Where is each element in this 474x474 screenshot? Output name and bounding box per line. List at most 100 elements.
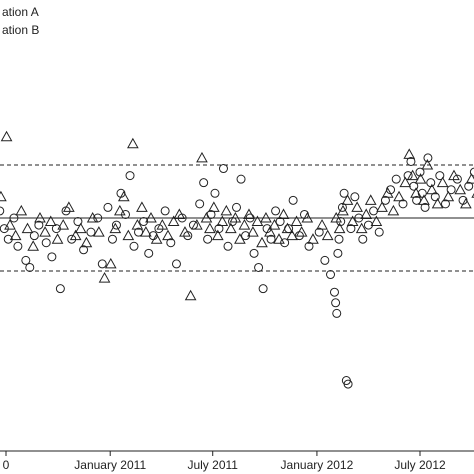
point-circle [29, 231, 39, 241]
point-circle [103, 202, 113, 212]
point-circle [134, 227, 144, 237]
point-triangle [316, 219, 328, 230]
point-circle [334, 234, 344, 244]
point-triangle [69, 229, 82, 241]
point-circle [314, 227, 324, 237]
point-circle [406, 156, 416, 166]
point-triangle [399, 176, 412, 188]
point-triangle [167, 215, 180, 227]
point-triangle [301, 211, 314, 223]
point-triangle [34, 211, 46, 223]
point-triangle [393, 190, 405, 202]
point-circle [210, 188, 220, 198]
point-triangle [321, 229, 334, 241]
point-circle [271, 206, 281, 216]
point-circle [320, 255, 330, 265]
point-circle [329, 287, 339, 297]
point-circle [144, 248, 154, 258]
point-circle [391, 174, 401, 184]
point-circle [435, 171, 445, 181]
point-triangle [431, 197, 444, 209]
point-triangle [418, 194, 430, 205]
point-triangle [21, 222, 34, 234]
point-circle [9, 213, 19, 223]
point-triangle [403, 148, 416, 159]
point-triangle [9, 229, 22, 241]
point-circle [358, 234, 368, 244]
point-triangle [376, 201, 388, 212]
point-circle [275, 217, 285, 227]
point-circle [440, 199, 450, 209]
point-triangle [113, 204, 126, 216]
point-circle [254, 262, 264, 272]
point-circle [232, 202, 242, 212]
point-triangle [436, 176, 449, 188]
point-circle [55, 284, 65, 294]
point-triangle [330, 211, 343, 223]
point-triangle [86, 211, 99, 223]
point-triangle [273, 233, 285, 244]
x-tick-label: January 2011 [74, 458, 146, 472]
point-circle [464, 181, 474, 191]
point-triangle [57, 219, 70, 230]
point-triangle [243, 208, 255, 219]
point-circle [73, 217, 83, 227]
x-tick-label: July 2011 [187, 458, 238, 472]
point-triangle [191, 219, 203, 230]
point-triangle [220, 204, 233, 216]
point-triangle [370, 215, 383, 227]
point-triangle [173, 208, 186, 219]
point-triangle [351, 201, 363, 212]
point-triangle [387, 204, 400, 216]
point-circle [195, 199, 205, 209]
point-circle [446, 185, 456, 195]
point-circle [166, 238, 176, 248]
point-triangle [256, 236, 268, 248]
point-circle [417, 188, 427, 198]
point-circle [34, 220, 44, 230]
point-circle [41, 238, 51, 248]
point-triangle [264, 226, 276, 237]
point-circle [0, 206, 5, 216]
point-triangle [337, 204, 349, 216]
point-circle [343, 379, 353, 389]
series-triangles [0, 130, 474, 301]
point-circle [21, 255, 31, 265]
point-triangle [281, 222, 294, 234]
point-circle [412, 195, 422, 205]
point-triangle [117, 190, 130, 202]
point-circle [129, 241, 139, 251]
point-circle [13, 241, 23, 251]
point-triangle [410, 187, 422, 198]
point-triangle [179, 226, 191, 237]
point-triangle [136, 201, 148, 212]
point-triangle [251, 215, 264, 227]
point-triangle [268, 219, 281, 230]
point-circle [369, 206, 379, 216]
point-triangle [355, 222, 368, 234]
point-triangle [346, 215, 359, 227]
point-triangle [93, 226, 105, 237]
point-triangle [4, 219, 16, 230]
point-triangle [122, 229, 135, 241]
point-triangle [0, 130, 13, 142]
point-circle [199, 178, 209, 188]
point-triangle [156, 219, 169, 230]
point-circle [86, 227, 96, 237]
point-circle [258, 284, 268, 294]
point-triangle [80, 236, 93, 248]
point-triangle [27, 240, 40, 251]
point-circle [188, 220, 198, 230]
point-triangle [290, 215, 303, 227]
point-triangle [406, 169, 419, 181]
point-triangle [104, 257, 117, 269]
point-triangle [247, 226, 259, 237]
point-triangle [360, 208, 373, 219]
point-triangle [414, 173, 427, 184]
point-triangle [74, 222, 87, 234]
point-triangle [211, 229, 224, 241]
x-tick-label: 0 [3, 458, 10, 472]
point-circle [160, 206, 170, 216]
point-triangle [307, 233, 319, 244]
x-tick-label: January 2012 [281, 458, 354, 472]
